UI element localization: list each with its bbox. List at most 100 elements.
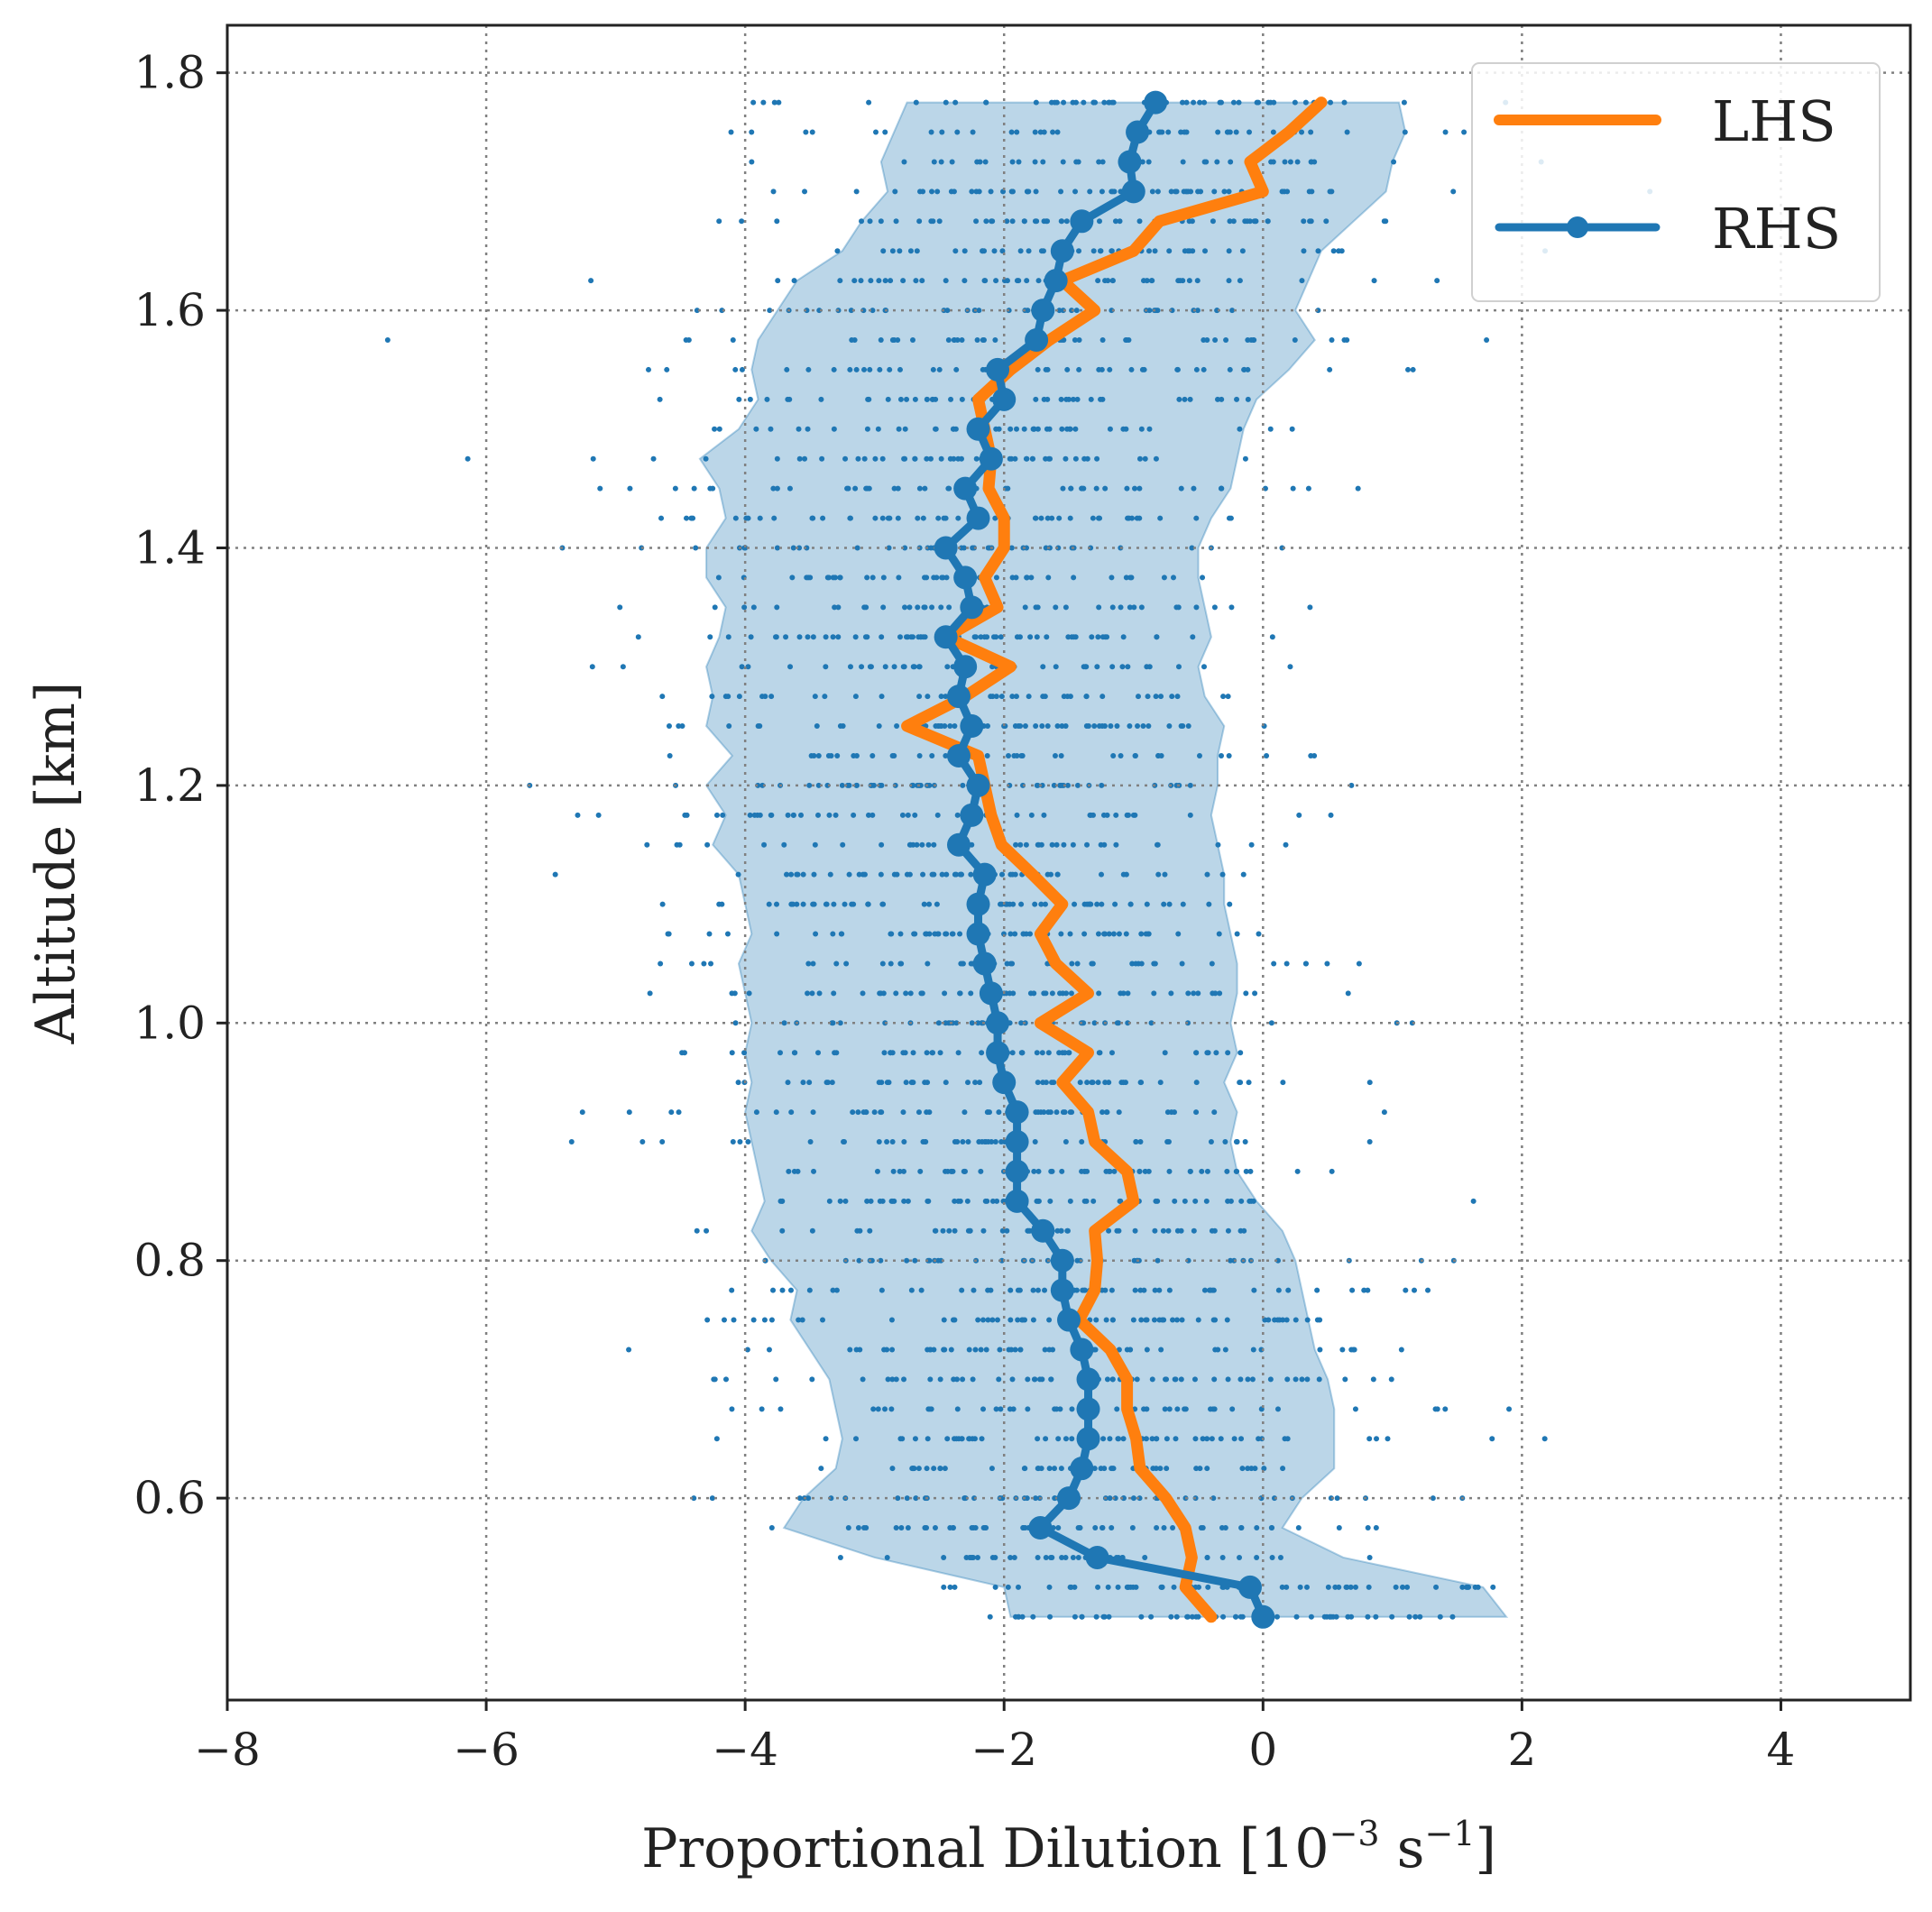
scatter-point [1403,1287,1409,1293]
scatter-point [1204,1168,1210,1174]
series-rhs-point [953,565,978,590]
scatter-point [1250,1347,1256,1353]
scatter-point [1227,901,1233,907]
scatter-point [1059,1554,1065,1560]
scatter-point [1054,871,1061,878]
scatter-point [1123,337,1129,344]
scatter-point [1111,188,1118,195]
scatter-point [1072,1584,1078,1590]
scatter-point [665,931,671,937]
x-tick-label: −2 [971,1724,1037,1776]
scatter-point [913,99,919,106]
scatter-point [800,871,806,878]
scatter-point [552,871,558,878]
scatter-point [915,1466,922,1472]
scatter-point [1048,1080,1054,1086]
scatter-point [1168,1109,1174,1116]
scatter-point [1020,931,1026,937]
scatter-point [953,1376,960,1383]
scatter-point [626,1109,632,1116]
scatter-point [1180,901,1186,907]
scatter-point [930,366,936,372]
scatter-point [659,901,666,907]
scatter-point [989,694,996,700]
scatter-point [895,1495,901,1502]
scatter-point [919,278,925,284]
scatter-point [676,841,683,848]
scatter-point [1169,308,1175,314]
scatter-point [1178,1376,1184,1383]
scatter-point [1381,218,1387,225]
scatter-point [853,188,860,195]
scatter-point [878,1257,884,1264]
scatter-point [1329,1168,1335,1174]
scatter-point [884,1554,890,1560]
scatter-point [938,694,944,700]
scatter-point [923,931,929,937]
scatter-point [1247,129,1253,135]
scatter-point [1245,337,1251,344]
x-tick-label: −6 [453,1724,520,1776]
scatter-point [1348,1347,1355,1353]
scatter-point [1012,871,1018,878]
scatter-point [735,871,741,878]
scatter-point [1237,1554,1243,1560]
scatter-point [976,1139,982,1144]
scatter-point [980,337,986,344]
scatter-point [1007,1287,1014,1293]
scatter-point [1049,841,1055,848]
scatter-point [1089,634,1095,640]
scatter-point [1138,1317,1145,1323]
scatter-point [931,1466,937,1472]
scatter-point [1142,455,1148,462]
scatter-point [1024,455,1030,462]
scatter-point [983,99,989,106]
scatter-point [996,1109,1002,1116]
scatter-point [784,871,790,878]
scatter-point [1033,1495,1039,1502]
scatter-point [992,515,998,521]
scatter-point [1233,129,1239,135]
scatter-point [1385,1436,1391,1442]
scatter-point [1007,990,1013,997]
scatter-point [1079,1613,1085,1620]
scatter-point [776,99,782,106]
scatter-point [872,515,879,521]
scatter-point [919,841,925,848]
scatter-point [982,159,989,165]
scatter-point [848,308,854,314]
scatter-point [1470,1198,1477,1204]
scatter-point [865,901,871,907]
scatter-point [781,1020,787,1026]
scatter-point [851,812,857,818]
scatter-point [796,455,803,462]
scatter-point [915,604,921,611]
scatter-point [902,604,908,611]
scatter-point [922,485,928,492]
scatter-point [988,188,994,195]
scatter-point [805,990,811,997]
scatter-point [704,1227,710,1234]
scatter-point [950,931,956,937]
scatter-point [1172,1198,1178,1204]
scatter-point [863,485,869,492]
scatter-point [941,1554,947,1560]
scatter-point [728,129,734,135]
scatter-point [1425,1287,1431,1293]
scatter-point [1107,1495,1113,1502]
scatter-point [887,366,893,372]
scatter-point [1025,1406,1031,1412]
scatter-point [1155,871,1162,878]
scatter-point [768,1525,775,1531]
scatter-point [719,901,725,907]
scatter-point [579,1109,585,1116]
scatter-point [1140,723,1146,730]
scatter-point [1123,575,1129,581]
scatter-point [950,1020,956,1026]
scatter-point [833,961,840,967]
scatter-point [1012,455,1018,462]
scatter-point [1049,990,1055,997]
scatter-point [835,634,842,640]
scatter-point [932,931,938,937]
scatter-point [1171,1584,1177,1590]
